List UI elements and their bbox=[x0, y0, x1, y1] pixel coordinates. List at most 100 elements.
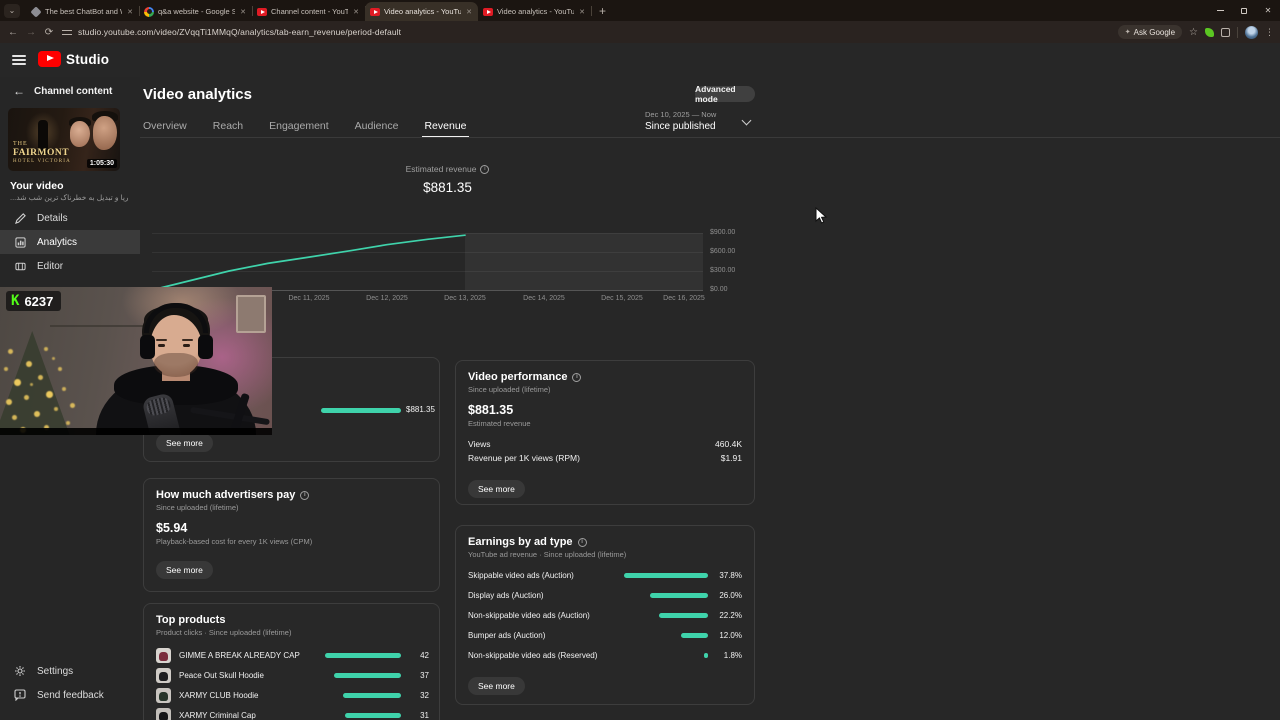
tab-close-icon[interactable]: ✕ bbox=[127, 8, 133, 16]
card-title: Earnings by ad type bbox=[468, 536, 573, 548]
adblock-extension-icon[interactable] bbox=[1205, 27, 1214, 37]
product-row[interactable]: GIMME A BREAK ALREADY CAP 42 bbox=[156, 645, 429, 665]
youtube-studio-logo[interactable]: Studio bbox=[38, 51, 109, 67]
back-to-channel-content[interactable]: ← Channel content bbox=[13, 84, 113, 98]
metric-value: $1.91 bbox=[720, 453, 742, 463]
sidebar-item-label: Send feedback bbox=[37, 689, 104, 701]
tab-reach[interactable]: Reach bbox=[212, 120, 244, 132]
back-icon[interactable]: ← bbox=[8, 26, 18, 38]
x-tick-label: Dec 11, 2025 bbox=[288, 295, 330, 302]
url-text[interactable]: studio.youtube.com/video/ZVqqTi1MMqQ/ana… bbox=[78, 27, 402, 37]
tab-engagement[interactable]: Engagement bbox=[269, 120, 329, 132]
ad-type-row[interactable]: Non-skippable video ads (Auction) 22.2% bbox=[468, 608, 742, 622]
card-subtitle: Since uploaded (lifetime) bbox=[156, 503, 239, 512]
browser-tab-strip: ⌄ The best ChatBot and Widgets✕q&a websi… bbox=[0, 0, 1280, 21]
info-icon[interactable]: i bbox=[300, 490, 310, 500]
bokeh-light bbox=[14, 379, 21, 386]
tab-revenue[interactable]: Revenue bbox=[422, 120, 469, 138]
see-more-button[interactable]: See more bbox=[468, 677, 525, 695]
browser-tab[interactable]: Channel content - YouTube Stu ✕ bbox=[252, 2, 366, 21]
send-feedback-icon bbox=[14, 689, 26, 701]
youtube-icon bbox=[257, 8, 267, 16]
close-window-button[interactable]: ✕ bbox=[1264, 6, 1272, 15]
browser-menu-icon[interactable]: ⋮ bbox=[1265, 26, 1274, 37]
product-row[interactable]: Peace Out Skull Hoodie 37 bbox=[156, 665, 429, 685]
sidebar-item-editor[interactable]: Editor bbox=[0, 254, 140, 278]
ad-type-row[interactable]: Display ads (Auction) 26.0% bbox=[468, 588, 742, 602]
thumbnail-face bbox=[70, 121, 90, 147]
info-icon[interactable]: i bbox=[480, 164, 490, 174]
y-tick-label: $900.00 bbox=[710, 229, 736, 236]
sidebar-item-details[interactable]: Details bbox=[0, 206, 140, 230]
product-name: Peace Out Skull Hoodie bbox=[179, 670, 264, 680]
youtube-icon bbox=[483, 8, 493, 16]
chart-axis-line bbox=[152, 290, 703, 291]
estimated-revenue-caption: Estimated revenue bbox=[468, 419, 531, 428]
viewer-count: 6237 bbox=[24, 293, 54, 309]
product-row[interactable]: XARMY Criminal Cap 31 bbox=[156, 705, 429, 720]
bookmark-star-icon[interactable]: ☆ bbox=[1189, 26, 1198, 38]
date-range-picker[interactable]: Dec 10, 2025 — Now Since published bbox=[645, 110, 757, 132]
site-info-icon[interactable] bbox=[62, 27, 72, 37]
video-thumbnail[interactable]: THE FAIRMONT HOTEL VICTORIA 1:05:30 bbox=[8, 108, 120, 171]
thumbnail-face bbox=[93, 116, 117, 150]
bokeh-light bbox=[58, 367, 62, 371]
date-range-text: Dec 10, 2025 — Now bbox=[645, 110, 717, 119]
forward-icon[interactable]: → bbox=[26, 26, 36, 38]
period-text: Since published bbox=[645, 121, 716, 132]
performance-row[interactable]: Views 460.4K bbox=[468, 439, 742, 449]
tabs-divider bbox=[140, 137, 1280, 138]
ask-google-button[interactable]: ✦ Ask Google bbox=[1117, 25, 1183, 39]
chart-metric-header: Estimated revenue i $881.35 bbox=[140, 159, 755, 195]
sidebar-item-analytics[interactable]: Analytics bbox=[0, 230, 140, 254]
browser-tab[interactable]: Video analytics - YouTube Stud ✕ bbox=[365, 2, 478, 21]
sidebar-item-send-feedback[interactable]: Send feedback bbox=[0, 683, 140, 707]
extensions-icon[interactable] bbox=[1221, 27, 1230, 37]
sidebar-item-label: Settings bbox=[37, 665, 74, 677]
new-tab-button[interactable]: + bbox=[599, 3, 607, 18]
browser-tab[interactable]: q&a website - Google Search ✕ bbox=[139, 2, 253, 21]
main-content: Video analytics Advanced mode Overview Re… bbox=[140, 77, 1280, 720]
product-bar-track bbox=[325, 712, 401, 718]
revenue-line-chart[interactable] bbox=[151, 233, 703, 291]
menu-hamburger-icon[interactable] bbox=[12, 55, 26, 65]
see-more-button[interactable]: See more bbox=[156, 561, 213, 579]
tab-search-chevron-icon[interactable]: ⌄ bbox=[4, 3, 20, 18]
tab-close-icon[interactable]: ✕ bbox=[466, 8, 472, 16]
performance-row[interactable]: Revenue per 1K views (RPM) $1.91 bbox=[468, 453, 742, 463]
tab-overview[interactable]: Overview bbox=[143, 120, 187, 132]
see-more-button[interactable]: See more bbox=[156, 434, 213, 452]
bokeh-light bbox=[52, 357, 55, 360]
tab-audience[interactable]: Audience bbox=[354, 120, 399, 132]
reload-icon[interactable]: ⟳ bbox=[44, 26, 54, 38]
ad-type-label: Display ads (Auction) bbox=[468, 590, 544, 600]
product-bar-track bbox=[325, 692, 401, 698]
thumbnail-silhouette bbox=[38, 120, 48, 154]
minimize-button[interactable] bbox=[1208, 0, 1232, 21]
card-title: Video performance bbox=[468, 371, 568, 383]
video-performance-card: Video performance i Since uploaded (lifet… bbox=[455, 360, 755, 505]
maximize-button[interactable] bbox=[1232, 0, 1256, 21]
product-row[interactable]: XARMY CLUB Hoodie 32 bbox=[156, 685, 429, 705]
tab-close-icon[interactable]: ✕ bbox=[240, 8, 246, 16]
ad-type-label: Skippable video ads (Auction) bbox=[468, 570, 574, 580]
info-icon[interactable]: i bbox=[572, 372, 582, 382]
ad-type-row[interactable]: Skippable video ads (Auction) 37.8% bbox=[468, 568, 742, 582]
browser-tab[interactable]: The best ChatBot and Widgets ✕ bbox=[26, 2, 140, 21]
chevron-down-icon[interactable] bbox=[742, 116, 751, 125]
ad-type-row[interactable]: Non-skippable video ads (Reserved) 1.8% bbox=[468, 648, 742, 662]
browser-profile-avatar[interactable] bbox=[1245, 25, 1258, 39]
browser-tab[interactable]: Video analytics - YouTube Stud ✕ bbox=[478, 2, 592, 21]
bokeh-light bbox=[46, 391, 53, 398]
advanced-mode-button[interactable]: Advanced mode bbox=[695, 84, 755, 104]
bokeh-light bbox=[62, 387, 66, 391]
sidebar-item-settings[interactable]: Settings bbox=[0, 659, 140, 683]
tab-close-icon[interactable]: ✕ bbox=[353, 8, 359, 16]
tab-close-icon[interactable]: ✕ bbox=[579, 8, 585, 16]
product-bar bbox=[344, 712, 401, 718]
product-bar bbox=[343, 692, 401, 698]
analytics-tabs: Overview Reach Engagement Audience Revenue bbox=[143, 120, 469, 138]
ad-type-row[interactable]: Bumper ads (Auction) 12.0% bbox=[468, 628, 742, 642]
info-icon[interactable]: i bbox=[577, 537, 587, 547]
see-more-button[interactable]: See more bbox=[468, 480, 525, 498]
